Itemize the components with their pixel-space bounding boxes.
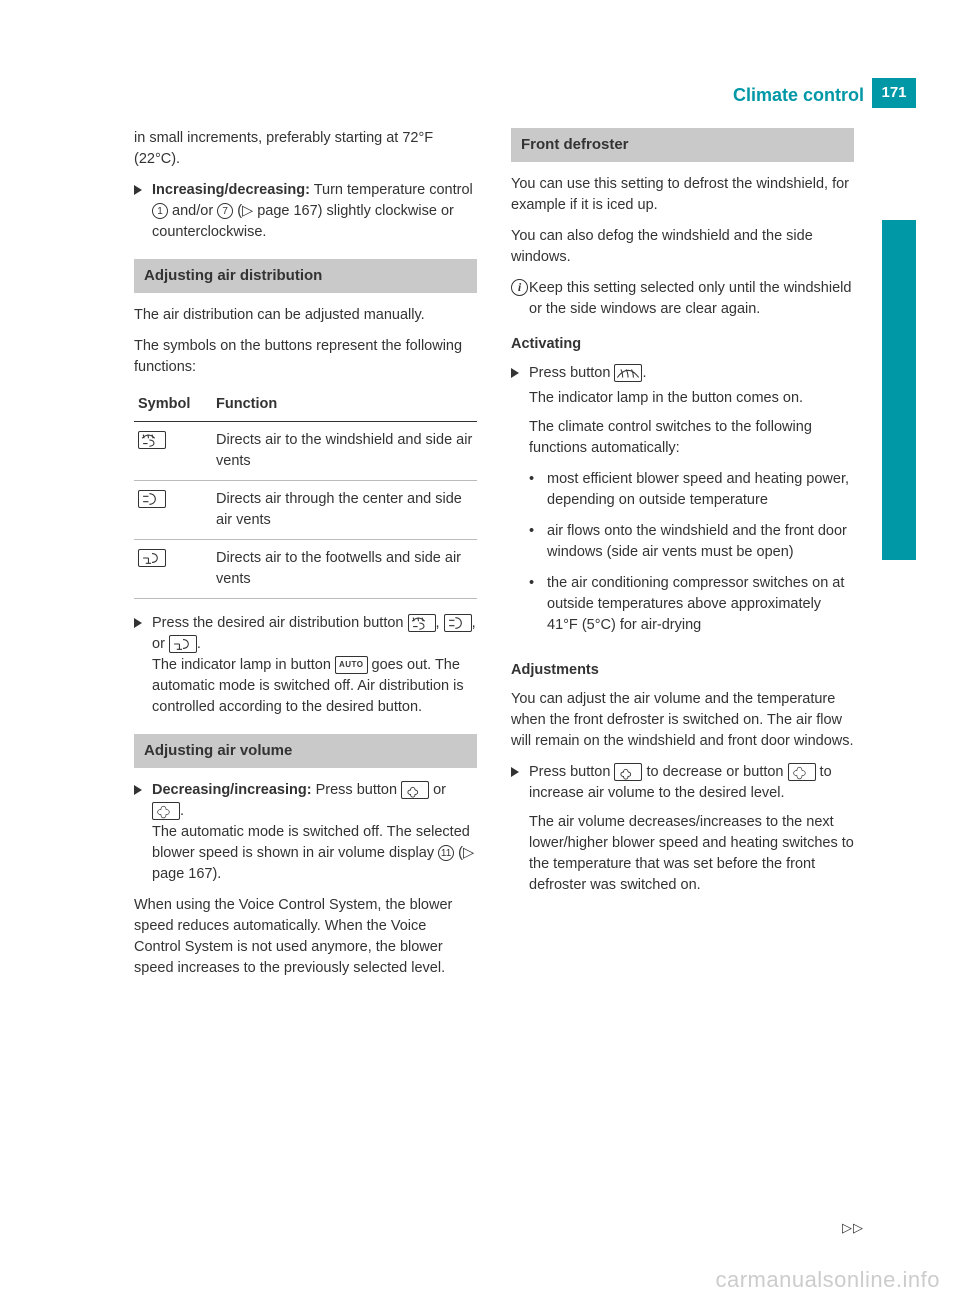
fan-increase-icon <box>788 763 816 781</box>
paragraph: The symbols on the buttons represent the… <box>134 336 477 378</box>
circled-1: 1 <box>152 203 168 219</box>
bullet-item: • air flows onto the windshield and the … <box>529 521 854 563</box>
symbol-table: Symbol Function Directs air to the winds… <box>134 388 477 599</box>
text: The air volume decreases/increases to th… <box>529 812 854 896</box>
info-text: Keep this setting selected only until th… <box>529 278 854 320</box>
table-cell: Directs air to the windshield and side a… <box>212 421 477 480</box>
info-note: i Keep this setting selected only until … <box>511 278 854 320</box>
section-air-distribution: Adjusting air distribution <box>134 259 477 293</box>
triangle-icon <box>134 618 142 628</box>
section-front-defroster: Front defroster <box>511 128 854 162</box>
bullet-text: air flows onto the windshield and the fr… <box>547 521 854 563</box>
paragraph: You can use this setting to defrost the … <box>511 174 854 216</box>
press-distribution-item: Press the desired air distribution butto… <box>134 613 477 718</box>
paragraph: The air distribution can be adjusted man… <box>134 305 477 326</box>
face-vent-icon <box>444 614 472 632</box>
text: or <box>429 782 446 798</box>
auto-icon: AUTO <box>335 656 368 674</box>
bullet-marker: • <box>529 573 547 636</box>
text: The climate control switches to the foll… <box>529 417 854 459</box>
intro-text: in small increments, preferably starting… <box>134 128 477 170</box>
text: The indicator lamp in the button comes o… <box>529 388 854 409</box>
subhead-adjustments: Adjustments <box>511 660 854 681</box>
text: . <box>180 803 184 819</box>
th-function: Function <box>212 388 477 422</box>
text: Press button <box>312 782 401 798</box>
circled-11: 11 <box>438 845 454 861</box>
bullet-marker: • <box>529 469 547 511</box>
text: to decrease or button <box>642 764 787 780</box>
fan-decrease-icon <box>614 763 642 781</box>
page-number: 171 <box>872 78 916 108</box>
foot-vent-icon <box>169 635 197 653</box>
text: . <box>197 636 201 652</box>
bullet-text: the air conditioning compressor switches… <box>547 573 854 636</box>
watermark: carmanualsonline.info <box>715 1264 940 1296</box>
paragraph: You can adjust the air volume and the te… <box>511 689 854 752</box>
inc-dec-label: Increasing/decreasing: <box>152 182 310 198</box>
text: . <box>642 365 646 381</box>
section-air-volume: Adjusting air volume <box>134 734 477 768</box>
adjust-step: Press button to decrease or button to in… <box>511 762 854 906</box>
text: , <box>436 615 444 631</box>
header-title: Climate control <box>733 78 872 108</box>
text: Press button <box>529 764 614 780</box>
left-column: in small increments, preferably starting… <box>134 128 477 989</box>
triangle-icon <box>134 785 142 795</box>
circled-7: 7 <box>217 203 233 219</box>
text: The indicator lamp in button <box>152 657 335 673</box>
defrost-face-icon <box>138 431 166 449</box>
paragraph: You can also defog the windshield and th… <box>511 226 854 268</box>
bullet-marker: • <box>529 521 547 563</box>
volume-item: Decreasing/increasing: Press button or .… <box>134 780 477 885</box>
bullet-item: • most efficient blower speed and heatin… <box>529 469 854 511</box>
triangle-icon <box>134 185 142 195</box>
fan-increase-icon <box>152 802 180 820</box>
pager-icon: ▷▷ <box>842 1219 864 1238</box>
triangle-icon <box>511 767 519 777</box>
table-cell: Directs air through the center and side … <box>212 480 477 539</box>
subhead-activating: Activating <box>511 334 854 355</box>
foot-vent-icon <box>138 549 166 567</box>
increase-decrease-item: Increasing/decreasing: Turn temperature … <box>134 180 477 243</box>
front-defrost-icon <box>614 364 642 382</box>
face-vent-icon <box>138 490 166 508</box>
th-symbol: Symbol <box>134 388 212 422</box>
table-cell: Directs air to the footwells and side ai… <box>212 539 477 598</box>
vol-label: Decreasing/increasing: <box>152 782 312 798</box>
voice-control-note: When using the Voice Control System, the… <box>134 895 477 979</box>
text: and/or <box>168 203 217 219</box>
text: The automatic mode is switched off. The … <box>152 824 470 861</box>
defrost-face-icon <box>408 614 436 632</box>
info-icon: i <box>511 279 528 296</box>
bullet-item: • the air conditioning compressor switch… <box>529 573 854 636</box>
bullet-text: most efficient blower speed and heating … <box>547 469 854 511</box>
text: Press button <box>529 365 614 381</box>
side-label: Controls in detail <box>878 255 907 418</box>
text: Turn temperature control <box>310 182 473 198</box>
triangle-icon <box>511 368 519 378</box>
text: Press the desired air distribution butto… <box>152 615 408 631</box>
right-column: Front defroster You can use this setting… <box>511 128 854 989</box>
fan-decrease-icon <box>401 781 429 799</box>
activating-step: Press button . The indicator lamp in the… <box>511 363 854 646</box>
